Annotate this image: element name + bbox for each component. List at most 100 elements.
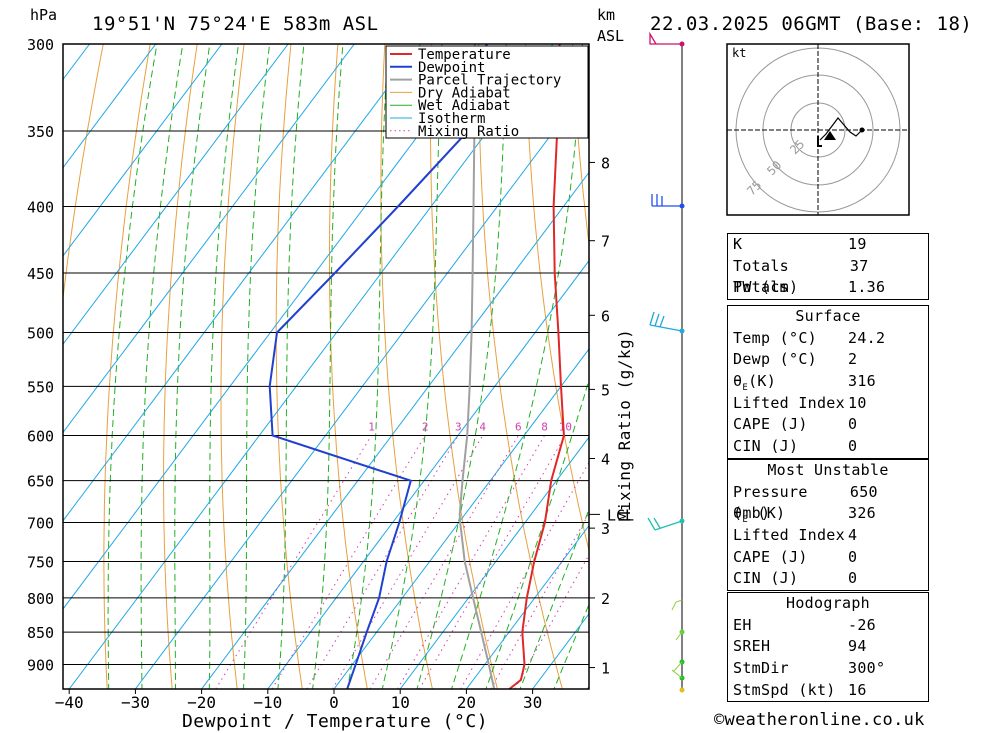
index-value: 650 (849, 482, 878, 501)
index-value: 326 (848, 504, 876, 523)
x-tick-label: 30 (523, 693, 542, 712)
index-label: StmDir (733, 659, 789, 678)
credit-text: ©weatheronline.co.uk (714, 710, 925, 730)
most-unstable-table: Most Unstable Pressure (mb) 650 θE (K) 326… (727, 459, 929, 592)
index-label: CAPE (J) (733, 415, 808, 434)
index-value: 1.36 (848, 278, 886, 297)
wet-adiabat-line (485, 378, 589, 689)
dry-adiabat-line (478, 44, 563, 689)
mixing-ratio-label: 4 (479, 420, 486, 433)
surface-row: CIN (J) 0 (728, 436, 928, 458)
index-row-totals: Totals Totals 37 (728, 256, 928, 297)
mu-row: CIN (J) 0 (728, 568, 928, 590)
mixing-ratio-label: 15 (598, 420, 611, 433)
index-label: Lifted Index (733, 526, 845, 545)
hodo-row: StmDir 300° (728, 658, 928, 680)
wet-adiabat-line (107, 44, 158, 689)
isotherm-line (68, 44, 554, 689)
height-tick-label: 6 (601, 307, 610, 325)
index-label: PW (cm) (733, 278, 799, 297)
x-tick-label: −40 (55, 693, 84, 712)
surface-row: Temp (°C) 24.2 (728, 328, 928, 350)
dry-adiabat-line (103, 44, 151, 689)
index-label: Pressure (mb) (733, 482, 808, 523)
x-tick-label: 0 (329, 693, 339, 712)
index-label: θE(K) (733, 372, 777, 394)
mixing-ratio-line (460, 461, 589, 689)
wind-barb (651, 194, 682, 207)
dry-adiabat-line (572, 44, 589, 248)
mixing-ratio-line (271, 435, 426, 689)
legend-entry: Wet Adiabat (418, 98, 511, 114)
mixing-ratio-line (306, 435, 459, 689)
height-tick-label: 1 (601, 660, 610, 678)
pressure-tick-label: 350 (27, 123, 54, 141)
height-unit-asl: ASL (597, 27, 624, 45)
isotherm-line (267, 259, 589, 689)
isotherm-line (201, 171, 589, 689)
mixing-ratio-line (418, 435, 566, 689)
dry-adiabat-line (995, 44, 1000, 689)
index-label: StmSpd (kt) (733, 680, 836, 699)
legend-entry: Parcel Trajectory (418, 73, 561, 89)
hodo-row: EH -26 (728, 615, 928, 637)
surface-table: Surface Temp (°C) 24.2 Dewp (°C) 2 θE(K) 31… (727, 305, 929, 459)
isotherm-line (63, 44, 223, 257)
index-label: EH (733, 615, 752, 634)
isotherm-line (63, 44, 488, 610)
pressure-tick-label: 500 (27, 324, 54, 342)
index-label: CAPE (J) (733, 547, 808, 566)
location-title: 19°51'N 75°24'E 583m ASL (92, 13, 379, 35)
index-value: 24.2 (848, 328, 886, 347)
hodograph-surface-marker (817, 136, 822, 147)
isotherm-line (63, 44, 289, 346)
pressure-tick-label: 450 (27, 265, 54, 283)
dry-adiabat-line (163, 44, 198, 689)
mu-row: CAPE (J) 0 (728, 547, 928, 569)
index-value: 94 (848, 637, 867, 656)
dry-adiabat-line (63, 44, 104, 302)
series-parcel-trajectory-line (458, 44, 496, 689)
pressure-unit-label: hPa (30, 6, 57, 24)
datetime-title: 22.03.2025 06GMT (Base: 18) (650, 13, 972, 35)
index-label: Lifted Index (733, 393, 845, 412)
index-value: 0 (848, 437, 858, 456)
height-tick-label: 4 (601, 451, 610, 469)
index-label: SREH (733, 637, 771, 656)
wind-barb (649, 31, 682, 45)
legend-entry: Mixing Ratio (418, 124, 519, 140)
wet-adiabat-line (208, 44, 239, 689)
index-value: 37 (849, 256, 869, 275)
x-tick-label: 10 (391, 693, 410, 712)
height-unit-km: km (597, 6, 615, 24)
height-tick-label: 8 (601, 154, 610, 172)
pressure-tick-label: 800 (27, 590, 54, 608)
index-value: 4 (848, 526, 858, 545)
hodograph-unit-label: kt (732, 46, 746, 60)
pressure-tick-label: 600 (27, 427, 54, 445)
mixing-ratio-label: 3 (455, 420, 462, 433)
index-value: 0 (848, 415, 858, 434)
mu-row: Pressure (mb) 650 (728, 482, 928, 523)
wet-adiabat-line (277, 44, 305, 689)
surface-row: θE(K) 316 (728, 371, 928, 393)
wind-barb (671, 599, 683, 679)
height-tick-label: 2 (601, 590, 610, 608)
index-label: Totals Totals (733, 256, 789, 297)
isotherm-line (465, 524, 589, 689)
index-value: 0 (848, 547, 858, 566)
most-unstable-header: Most Unstable (767, 461, 889, 479)
surface-row: Dewp (°C) 2 (728, 349, 928, 371)
pressure-tick-label: 400 (27, 198, 54, 216)
surface-row: CAPE (J) 0 (728, 414, 928, 436)
legend-entry: Temperature (418, 47, 511, 63)
index-row-pw: PW (cm) 1.36 (728, 277, 928, 299)
lcl-label: LCL (607, 506, 634, 524)
hodo-row: SREH 94 (728, 636, 928, 658)
height-tick-label: 3 (601, 520, 610, 538)
pressure-tick-label: 750 (27, 553, 54, 571)
mixing-ratio-label: 6 (515, 420, 522, 433)
series-temperature-line (508, 44, 565, 689)
wind-barb (649, 311, 683, 332)
hodograph-header: Hodograph (786, 594, 870, 612)
